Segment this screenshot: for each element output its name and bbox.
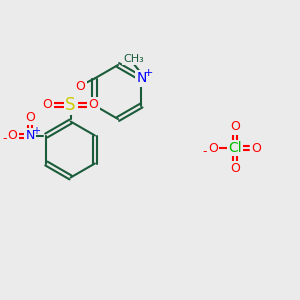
Text: O: O [251, 142, 261, 154]
Text: -: - [203, 146, 207, 158]
Text: +: + [144, 68, 153, 79]
Text: CH₃: CH₃ [123, 53, 144, 64]
Text: +: + [32, 125, 40, 136]
Text: O: O [208, 142, 218, 154]
Text: O: O [8, 129, 17, 142]
Text: -: - [2, 132, 7, 145]
Text: O: O [76, 80, 85, 93]
Text: O: O [43, 98, 52, 111]
Text: N: N [26, 129, 35, 142]
Text: S: S [65, 95, 76, 113]
Text: Cl: Cl [228, 141, 242, 155]
Text: O: O [89, 98, 99, 111]
Text: O: O [26, 111, 35, 124]
Text: N: N [136, 71, 147, 85]
Text: O: O [230, 163, 240, 176]
Text: O: O [230, 121, 240, 134]
